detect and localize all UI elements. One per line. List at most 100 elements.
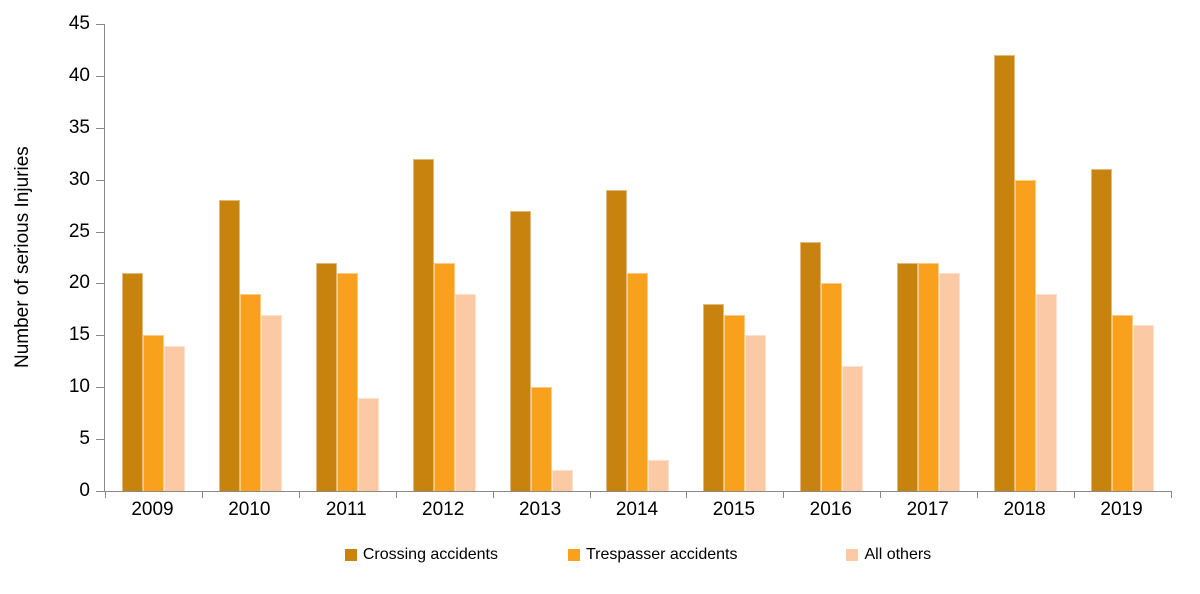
bar bbox=[1133, 325, 1155, 491]
x-axis-tick bbox=[783, 491, 784, 498]
bar bbox=[821, 283, 843, 491]
bar-group-2010 bbox=[202, 24, 299, 491]
bar bbox=[218, 200, 240, 491]
x-axis-tick bbox=[977, 491, 978, 498]
bar bbox=[530, 387, 552, 491]
legend-label: Trespasser accidents bbox=[586, 546, 738, 563]
x-axis-tick bbox=[880, 491, 881, 498]
x-axis-label: 2014 bbox=[615, 499, 659, 520]
legend-label: All others bbox=[864, 546, 932, 563]
x-axis-label: 2015 bbox=[712, 499, 756, 520]
bar-group-2012 bbox=[396, 24, 493, 491]
bar bbox=[315, 263, 337, 491]
y-axis-tick bbox=[96, 335, 104, 336]
y-axis-tick-label: 0 bbox=[79, 480, 90, 501]
bar bbox=[1036, 294, 1058, 491]
bar bbox=[260, 315, 282, 491]
y-axis-tick-label: 15 bbox=[68, 324, 90, 345]
bar bbox=[454, 294, 476, 491]
x-axis-tick bbox=[299, 491, 300, 498]
x-axis-labels: 2009 2010 2011 2012 2013 2014 2015 2016 2017 2018… bbox=[104, 499, 1170, 521]
x-axis-label: 2012 bbox=[422, 499, 465, 520]
x-axis-tick bbox=[105, 491, 106, 498]
x-axis-label: 2011 bbox=[325, 499, 367, 520]
bar-group-2011 bbox=[299, 24, 396, 491]
bar-groups bbox=[105, 24, 1171, 491]
bar bbox=[433, 263, 455, 491]
bar bbox=[1015, 180, 1037, 491]
y-axis-tick-labels: 0 5 10 15 20 25 30 35 40 45 bbox=[0, 13, 90, 501]
y-axis-tick bbox=[96, 439, 104, 440]
bar bbox=[939, 273, 961, 491]
bar bbox=[842, 366, 864, 491]
legend-swatch-icon bbox=[344, 549, 357, 561]
bar-group-2018 bbox=[977, 24, 1074, 491]
x-axis-label: 2018 bbox=[1003, 499, 1046, 520]
bar-group-2015 bbox=[686, 24, 783, 491]
bar bbox=[918, 263, 940, 491]
x-axis-tick bbox=[590, 491, 591, 498]
x-axis-tick bbox=[396, 491, 397, 498]
bar bbox=[897, 263, 919, 491]
bar bbox=[648, 460, 670, 491]
y-axis-tick bbox=[96, 491, 104, 492]
bar-group-2016 bbox=[783, 24, 880, 491]
bar-group-2017 bbox=[880, 24, 977, 491]
y-axis-tick bbox=[96, 283, 104, 284]
x-axis-label: 2019 bbox=[1100, 499, 1143, 520]
bar bbox=[627, 273, 649, 491]
y-axis-tick-label: 5 bbox=[79, 428, 90, 449]
bar bbox=[1112, 315, 1134, 491]
bar bbox=[745, 335, 767, 491]
legend: Crossing accidents Trespasser accidents Al… bbox=[38, 546, 1200, 564]
x-axis-label: 2010 bbox=[228, 499, 271, 520]
y-axis-tick-label: 20 bbox=[68, 272, 90, 293]
x-axis-label: 2016 bbox=[809, 499, 852, 520]
bar-group-2009 bbox=[105, 24, 202, 491]
bar bbox=[724, 315, 746, 491]
y-axis-tick bbox=[96, 180, 104, 181]
bar bbox=[357, 398, 379, 491]
x-axis-tick bbox=[1171, 491, 1172, 498]
y-axis-tick-label: 45 bbox=[68, 13, 90, 34]
y-axis-tick bbox=[96, 232, 104, 233]
bar bbox=[142, 335, 164, 491]
bar bbox=[239, 294, 261, 491]
y-axis-tick bbox=[96, 76, 104, 77]
legend-item: Crossing accidents bbox=[344, 546, 498, 564]
x-axis-label: 2013 bbox=[518, 499, 562, 520]
bar bbox=[163, 346, 185, 491]
legend-item: All others bbox=[846, 546, 931, 564]
bar bbox=[1091, 169, 1113, 491]
x-axis-label: 2017 bbox=[906, 499, 949, 520]
bar bbox=[121, 273, 143, 491]
x-axis-tick bbox=[1074, 491, 1075, 498]
bar-group-2019 bbox=[1074, 24, 1171, 491]
y-axis-tick-label: 30 bbox=[68, 169, 90, 190]
bar-group-2014 bbox=[590, 24, 687, 491]
x-axis-tick bbox=[493, 491, 494, 498]
legend-label: Crossing accidents bbox=[362, 546, 498, 563]
y-axis-tick bbox=[96, 24, 104, 25]
bar bbox=[551, 470, 573, 491]
x-axis-tick bbox=[686, 491, 687, 498]
legend-swatch-icon bbox=[846, 549, 859, 561]
bar bbox=[412, 159, 434, 491]
legend-item: Trespasser accidents bbox=[568, 546, 737, 564]
legend-swatch-icon bbox=[568, 549, 580, 561]
bar bbox=[703, 304, 725, 491]
y-axis-tick-label: 10 bbox=[68, 376, 90, 397]
bar bbox=[800, 242, 822, 491]
y-axis-tick bbox=[96, 387, 104, 388]
plot-area bbox=[96, 24, 1172, 498]
bar bbox=[994, 55, 1016, 491]
bar bbox=[336, 273, 358, 491]
x-axis-label: 2009 bbox=[131, 499, 174, 520]
bar bbox=[509, 211, 531, 491]
bar bbox=[606, 190, 628, 491]
y-axis-tick bbox=[96, 128, 104, 129]
y-axis-tick-label: 25 bbox=[68, 221, 90, 242]
y-axis-tick-label: 40 bbox=[68, 65, 90, 86]
x-axis-tick bbox=[202, 491, 203, 498]
